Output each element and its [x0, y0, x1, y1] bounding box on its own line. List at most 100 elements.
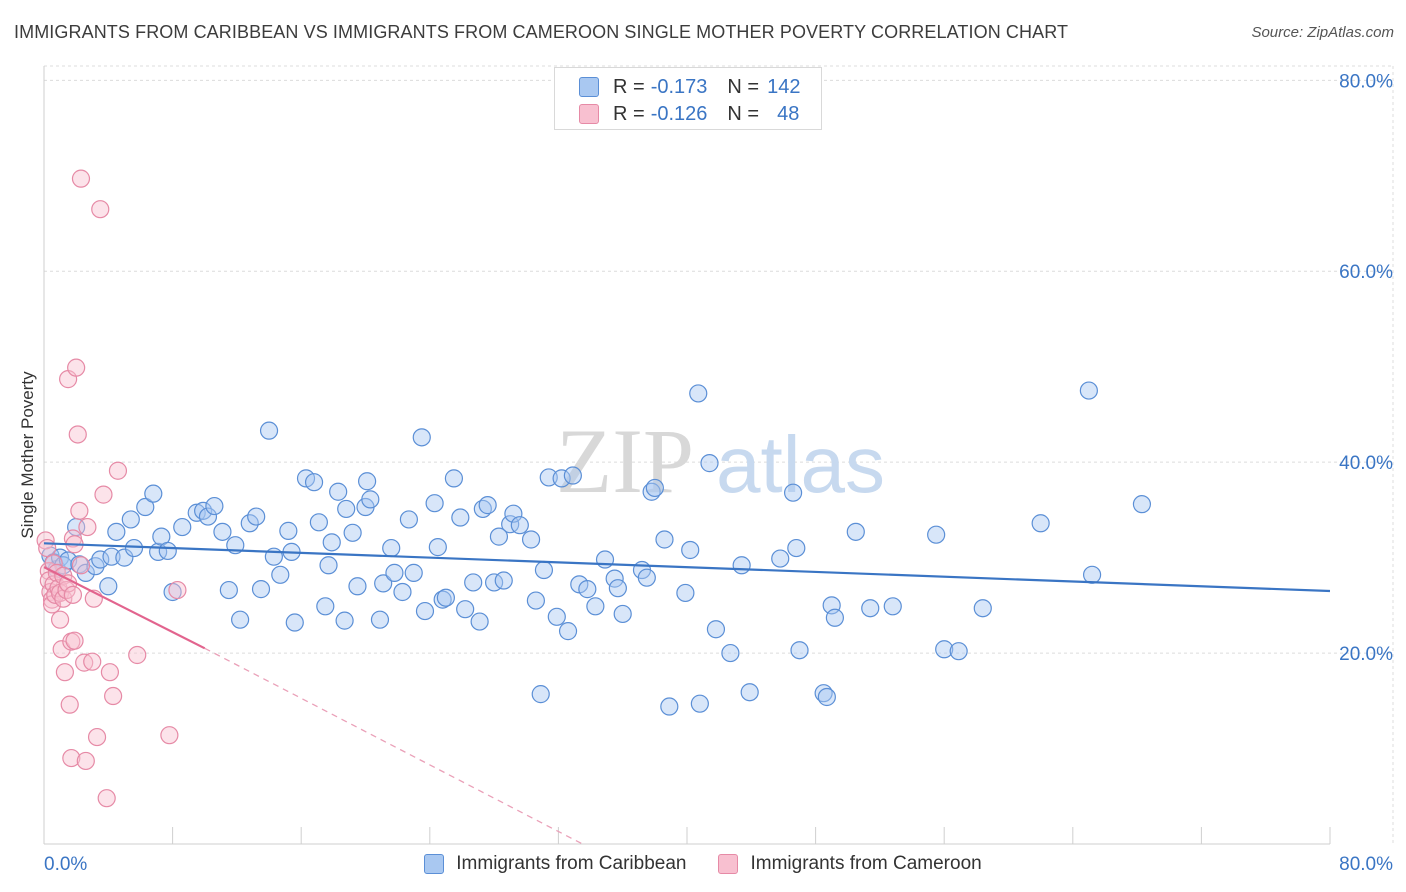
caribbean-point — [107, 522, 126, 541]
caribbean-point — [329, 482, 348, 501]
caribbean-point — [219, 580, 238, 600]
caribbean-point — [158, 541, 177, 561]
caribbean-point — [1079, 381, 1098, 400]
cameroon-point — [63, 585, 83, 604]
caribbean-point — [706, 620, 726, 639]
caribbean-point — [825, 608, 844, 627]
cameroon-point — [71, 556, 91, 575]
caribbean-point — [194, 501, 213, 520]
correlation-legend: R = -0.173 N = 142 R = -0.126 N = 48 — [554, 67, 822, 130]
caribbean-point — [271, 565, 290, 584]
caribbean-point — [547, 607, 566, 626]
caribbean-point — [240, 514, 259, 533]
legend-r-label: R = — [613, 75, 645, 98]
series-swatch-cameroon — [718, 854, 739, 874]
legend-r-value: -0.173 — [650, 75, 708, 98]
caribbean-point — [489, 527, 509, 546]
cameroon-point — [108, 461, 128, 480]
cameroon-point — [55, 663, 74, 682]
caribbean-point — [456, 600, 475, 619]
watermark-atlas: atlas — [716, 420, 885, 509]
axes — [43, 66, 1331, 845]
caribbean-point — [771, 549, 790, 568]
caribbean-point — [608, 579, 627, 598]
legend-n-value: 48 — [777, 102, 800, 125]
cameroon-point — [76, 751, 95, 771]
y-tick-label: 80.0% — [1339, 71, 1393, 92]
caribbean-point — [660, 697, 679, 716]
caribbean-point — [124, 538, 144, 558]
caribbean-point — [322, 533, 341, 552]
watermark-zip: ZIP — [556, 410, 694, 512]
series-name-caribbean: Immigrants from Caribbean — [456, 853, 687, 874]
cameroon-point — [65, 631, 84, 650]
caribbean-point — [949, 642, 968, 661]
caribbean-point — [433, 590, 452, 609]
x-tick-label-max: 80.0% — [1339, 854, 1393, 875]
caribbean-point — [348, 577, 367, 596]
y-tick-label: 40.0% — [1339, 453, 1393, 474]
cameroon-trend-line — [43, 566, 206, 650]
series-legend-caribbean: Immigrants from Caribbean — [424, 853, 686, 875]
cameroon-point — [67, 358, 86, 377]
cameroon-point — [62, 748, 81, 768]
series-name-cameroon: Immigrants from Cameroon — [750, 853, 982, 874]
caribbean-point — [478, 496, 497, 515]
caribbean-point — [927, 525, 946, 544]
caribbean-point — [444, 469, 464, 488]
data-points — [36, 169, 1152, 808]
caribbean-point — [501, 515, 520, 534]
y-tick-labels: 20.0% 40.0% 60.0% 80.0% — [1339, 71, 1393, 665]
caribbean-point — [251, 580, 271, 599]
caribbean-point — [99, 577, 118, 596]
caribbean-point — [213, 522, 232, 541]
caribbean-point — [343, 523, 362, 542]
legend-row-cameroon: R = -0.126 N = 48 — [579, 102, 799, 126]
cameroon-point — [97, 789, 116, 808]
caribbean-point — [563, 466, 582, 485]
caribbean-point — [681, 540, 700, 560]
caribbean-point — [973, 599, 992, 618]
caribbean-point — [144, 484, 163, 503]
caribbean-point — [1132, 495, 1152, 514]
caribbean-point — [393, 582, 412, 602]
cameroon-point — [70, 501, 89, 520]
cameroon-point — [50, 610, 70, 629]
caribbean-point — [861, 599, 880, 618]
legend-swatch-caribbean — [579, 77, 599, 97]
y-tick-label: 60.0% — [1339, 262, 1393, 283]
caribbean-point — [790, 641, 809, 660]
caribbean-point — [883, 597, 902, 616]
caribbean-point — [578, 580, 597, 599]
caribbean-point — [425, 494, 444, 513]
caribbean-point — [595, 550, 615, 569]
chart-title: IMMIGRANTS FROM CARIBBEAN VS IMMIGRANTS … — [14, 22, 1069, 42]
trend-lines — [43, 542, 1331, 845]
caribbean-point — [316, 597, 335, 616]
caribbean-point — [337, 499, 356, 519]
caribbean-point — [645, 478, 664, 498]
caribbean-point — [721, 643, 740, 663]
caribbean-point — [676, 583, 695, 603]
caribbean-point — [586, 597, 605, 616]
caribbean-point — [382, 538, 401, 558]
cameroon-point — [128, 645, 147, 665]
source-label: Source: ZipAtlas.com — [1251, 24, 1394, 41]
caribbean-point — [309, 513, 328, 532]
caribbean-point — [470, 612, 489, 631]
caribbean-point — [247, 507, 266, 526]
caribbean-point — [605, 569, 624, 588]
caribbean-point — [358, 472, 377, 491]
cameroon-point — [94, 485, 113, 504]
caribbean-point — [198, 507, 218, 526]
caribbean-point — [690, 694, 709, 713]
caribbean-point — [279, 521, 298, 540]
cameroon-point — [83, 652, 102, 671]
caribbean-point — [404, 563, 423, 582]
caribbean-point — [436, 588, 455, 607]
cameroon-point — [87, 727, 107, 747]
caribbean-point — [504, 504, 523, 523]
legend-row-caribbean: R = -0.173 N = 142 — [579, 75, 800, 99]
caribbean-point — [732, 556, 751, 575]
caribbean-point — [1031, 514, 1050, 533]
